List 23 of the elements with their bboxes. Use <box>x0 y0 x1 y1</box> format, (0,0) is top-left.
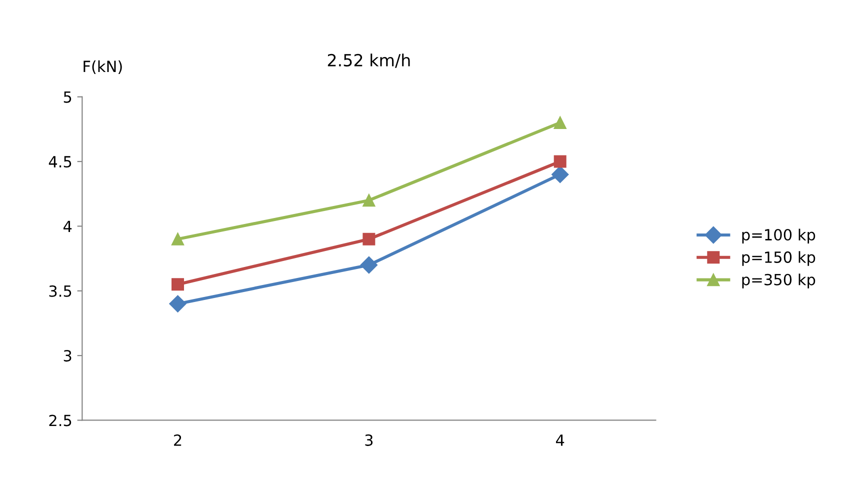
legend-label: p=350 kp <box>742 274 816 288</box>
point <box>360 256 378 274</box>
point <box>554 155 566 168</box>
y-tick-label: 4.5 <box>48 156 72 168</box>
y-tick-label: 3.5 <box>49 285 72 297</box>
y-axis-title: F(kN) <box>84 60 122 74</box>
point <box>169 295 186 312</box>
y-tick-label: 2.5 <box>49 414 72 426</box>
point <box>172 232 184 246</box>
y-tick-label: 4 <box>63 220 72 232</box>
y-tick-label: 3 <box>64 350 72 362</box>
point <box>172 278 184 291</box>
point <box>554 116 566 129</box>
x-tick-label: 3 <box>365 434 373 446</box>
y-tick-label: 5 <box>64 91 72 103</box>
x-tick-label: 2 <box>174 434 182 446</box>
legend-label: p=100 kp <box>742 228 816 244</box>
point <box>362 194 376 207</box>
point <box>362 232 376 246</box>
point <box>552 166 569 183</box>
chart-title: 2.52 km/h <box>328 54 410 68</box>
x-tick-label: 4 <box>556 434 564 446</box>
legend-label: p=150 kp <box>742 251 816 266</box>
